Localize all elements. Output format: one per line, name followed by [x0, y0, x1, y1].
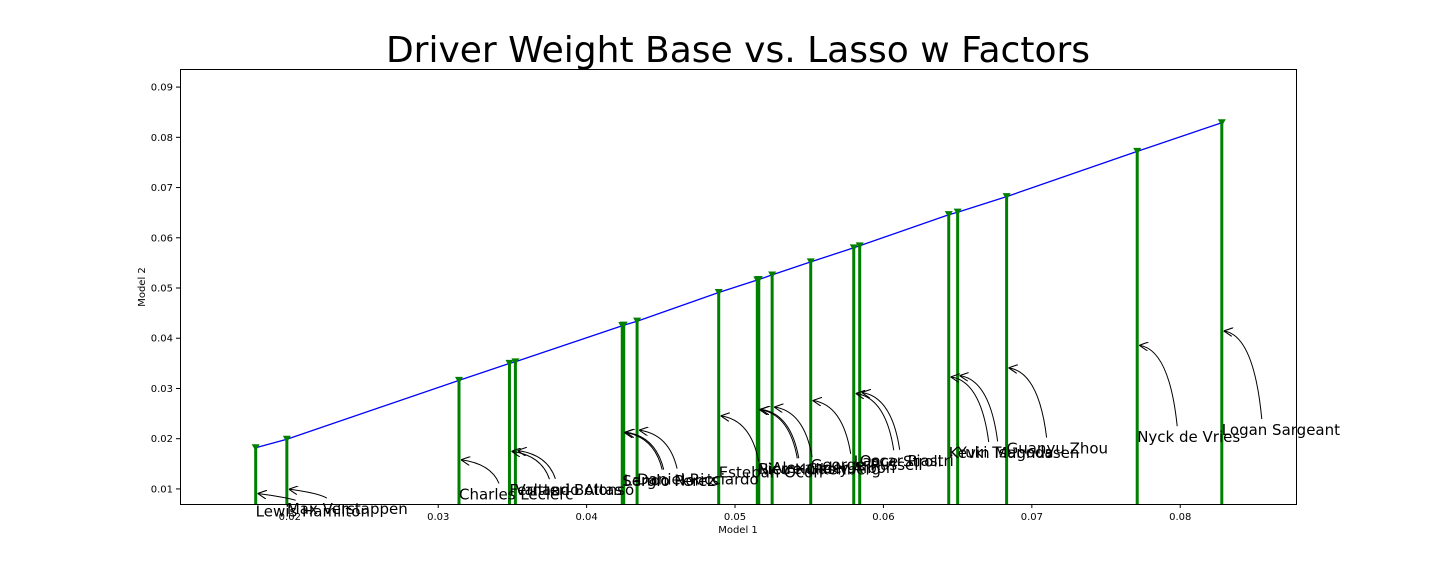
x-tick-label: 0.04 [575, 512, 597, 523]
annotation-arrow [289, 489, 328, 499]
annotation-label: Logan Sargeant [1222, 421, 1340, 439]
x-tick-label: 0.03 [427, 512, 449, 523]
annotation-arrow [258, 493, 296, 501]
annotation-label: Fernando Alonso [509, 481, 634, 499]
annotation-arrow [517, 451, 556, 479]
annotation-label: Oscar Piastri [860, 452, 954, 470]
annotation-label: Lando Norris [624, 472, 719, 490]
x-tick-label: 0.02 [279, 512, 301, 523]
x-tick-label: 0.06 [872, 512, 894, 523]
x-tick-label: 0.07 [1021, 512, 1043, 523]
y-tick-label: 0.06 [151, 233, 173, 244]
axes: 0.02 0.03 0.04 0.05 0.06 0.07 0.08 0.01 0.02 0.03… [151, 83, 1192, 523]
y-tick-label: 0.03 [151, 384, 173, 395]
x-tick-label: 0.08 [1169, 512, 1191, 523]
annotation-arrow [511, 451, 550, 480]
marker-pierre-gasly [754, 275, 763, 283]
annotation-arrow [721, 416, 760, 462]
marker-esteban-ocon [714, 289, 723, 297]
marker-valtteri-bottas [511, 358, 520, 366]
marker-alexander-albon [768, 271, 777, 279]
y-tick-label: 0.05 [151, 284, 173, 295]
marker-kevin-magnussen [944, 211, 953, 219]
y-tick-label: 0.08 [151, 133, 173, 144]
annotation-arrow [862, 392, 901, 450]
annotation-label: Lewis Hamilton [256, 502, 370, 520]
annotation-label: Nyck de Vries [1137, 428, 1240, 446]
marker-nyck-de-vries [1133, 147, 1142, 155]
annotation-arrow [774, 407, 813, 458]
marker-max-verstappen [282, 435, 291, 443]
marker-logan-sargeant [1217, 119, 1226, 127]
marker-fernando-alonso [505, 359, 514, 367]
y-tick-label: 0.04 [151, 334, 173, 345]
chart-title: Driver Weight Base vs. Lasso w Factors [386, 30, 1090, 71]
marker-lando-norris [619, 321, 628, 329]
y-axis-label: Model 2 [137, 267, 148, 307]
annotation-arrow [1009, 368, 1048, 438]
annotation-arrow [761, 409, 800, 459]
annotation-label: Nico Hulkenberg [757, 460, 881, 478]
annotation-label: Guanyu Zhou [1007, 440, 1108, 458]
annotation-arrow [856, 393, 895, 451]
annotation-label: Charles Leclerc [459, 485, 573, 503]
marker-lance-stroll [849, 244, 858, 252]
y-tick-label: 0.02 [151, 434, 173, 445]
marker-george-russell [806, 258, 815, 266]
annotation-label: Esteban Ocon [719, 464, 823, 482]
annotation-label: Pierre Gasly [759, 460, 849, 478]
annotation-label: Alexander Albon [772, 459, 895, 477]
annotation-label: Max Verstappen [287, 500, 408, 518]
annotation-label: Lance Stroll [854, 452, 942, 470]
annotation-label: Yuki Tsunoda [957, 443, 1054, 461]
annotation-arrow [639, 430, 678, 469]
annotation-label: Kevin Magnussen [949, 444, 1080, 462]
annotation-arrow [626, 432, 665, 470]
marker-lewis-hamilton [251, 444, 260, 452]
y-tick-label: 0.09 [151, 83, 173, 94]
y-tick-label: 0.01 [151, 484, 173, 495]
annotation-label: Valtteri Bottas [515, 481, 622, 499]
annotation-arrow [951, 377, 990, 443]
annotation-label: George Russell [811, 456, 923, 474]
annotation-arrow [1224, 331, 1263, 420]
annotation-label: Daniel Ricciardo [637, 471, 759, 489]
y-tick-label: 0.07 [151, 183, 173, 194]
marker-charles-leclerc [455, 376, 463, 384]
plot-frame [180, 69, 1297, 505]
marker-yuki-tsunoda [953, 208, 962, 216]
marker-oscar-piastri [855, 242, 864, 250]
annotation-arrow [461, 460, 500, 484]
series-line [255, 122, 1223, 449]
annotation-arrow [813, 401, 852, 454]
marker-daniel-ricciardo [633, 317, 642, 325]
marker-guanyu-zhou [1002, 193, 1011, 201]
x-axis-label: Model 1 [718, 525, 758, 536]
annotation-arrow [960, 376, 999, 442]
x-tick-label: 0.05 [724, 512, 746, 523]
annotation-arrow [1139, 345, 1178, 427]
annotation-label: Sergio Perez [622, 472, 715, 490]
